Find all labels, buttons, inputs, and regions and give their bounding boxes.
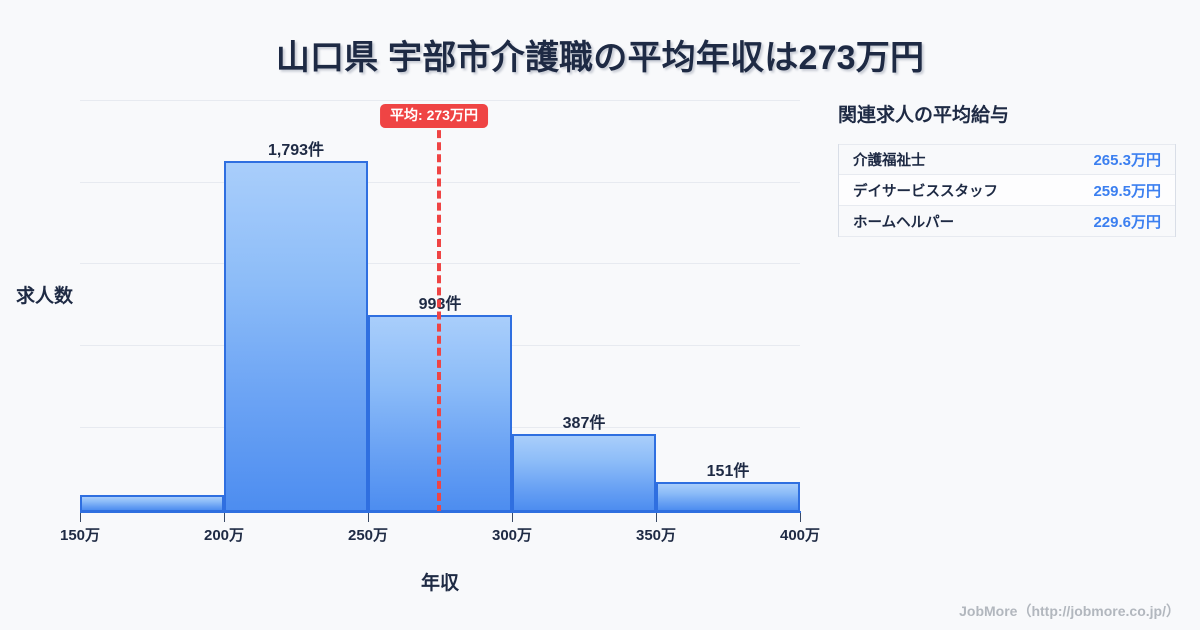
table-row[interactable]: 介護福祉士 265.3万円 bbox=[839, 144, 1175, 175]
salary-value: 259.5万円 bbox=[1093, 182, 1161, 200]
bar-bin-0[interactable] bbox=[80, 495, 224, 512]
gridline bbox=[80, 100, 800, 101]
table-row[interactable]: ホームヘルパー 229.6万円 bbox=[839, 206, 1175, 237]
related-salary-title: 関連求人の平均給与 bbox=[838, 105, 1010, 126]
salary-job-name: 介護福祉士 bbox=[853, 153, 926, 169]
bar-bin-3[interactable] bbox=[512, 434, 656, 512]
bar-value-label: 387件 bbox=[562, 415, 606, 432]
related-salary-table: 介護福祉士 265.3万円 デイサービススタッフ 259.5万円 ホームヘルパー… bbox=[838, 144, 1176, 237]
y-axis-title: 求人数 bbox=[16, 286, 74, 307]
salary-value: 265.3万円 bbox=[1093, 152, 1161, 169]
x-axis-tick bbox=[656, 513, 657, 522]
bar-bin-4[interactable] bbox=[656, 482, 800, 512]
x-axis-tick bbox=[224, 513, 225, 522]
salary-job-name: デイサービススタッフ bbox=[853, 183, 998, 200]
x-axis-tick bbox=[368, 513, 369, 522]
x-axis-tick bbox=[80, 513, 81, 522]
x-axis-line bbox=[80, 511, 801, 513]
x-axis-tick-label: 150万 bbox=[59, 527, 101, 544]
table-row[interactable]: デイサービススタッフ 259.5万円 bbox=[839, 175, 1175, 206]
x-axis-tick-label: 250万 bbox=[347, 527, 389, 544]
x-axis-tick bbox=[512, 513, 513, 522]
average-line bbox=[437, 118, 441, 513]
x-axis-tick-label: 200万 bbox=[203, 527, 245, 544]
average-badge: 平均: 273万円 bbox=[380, 104, 488, 129]
x-axis-tick-label: 300万 bbox=[491, 527, 533, 544]
salary-job-name: ホームヘルパー bbox=[853, 214, 955, 231]
bar-value-label: 1,793件 bbox=[267, 142, 325, 159]
salary-value: 229.6万円 bbox=[1093, 213, 1161, 231]
x-axis-tick bbox=[800, 513, 801, 522]
x-axis-title: 年収 bbox=[420, 573, 459, 594]
page-title: 山口県 宇部市介護職の平均年収は273万円 bbox=[275, 39, 925, 77]
x-axis-tick-label: 400万 bbox=[779, 527, 821, 544]
bar-value-label: 151件 bbox=[706, 463, 750, 480]
x-axis-tick-label: 350万 bbox=[635, 527, 677, 544]
related-salary-panel: 関連求人の平均給与 介護福祉士 265.3万円 デイサービススタッフ 259.5… bbox=[838, 100, 1178, 237]
footer-credit: JobMore（http://jobmore.co.jp/） bbox=[959, 603, 1180, 619]
histogram-chart: 1,793件 993件 387件 151件 平均: 273万円 150万 200… bbox=[16, 100, 821, 594]
bar-bin-1[interactable] bbox=[224, 161, 368, 512]
